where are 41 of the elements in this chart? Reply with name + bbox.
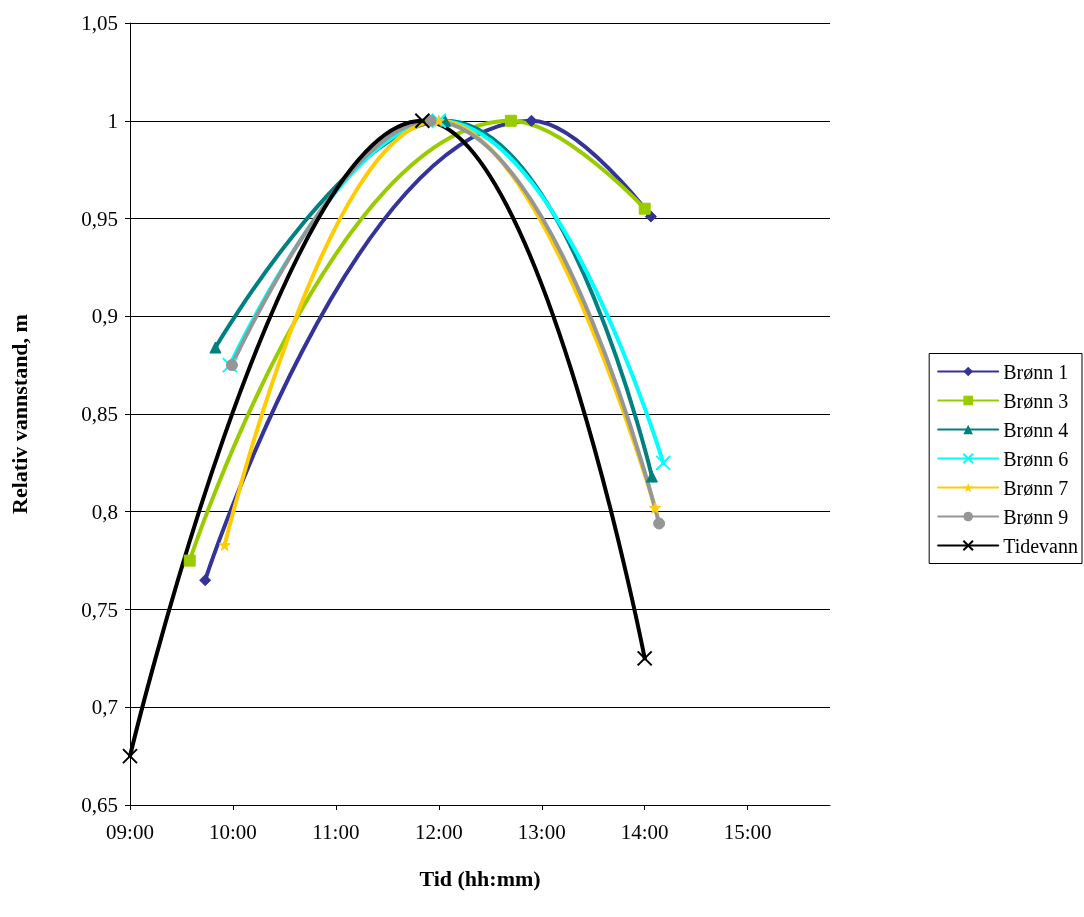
- x-tick-label: 11:00: [312, 819, 360, 844]
- x-axis-title: Tid (hh:mm): [419, 865, 541, 891]
- legend-label: Brønn 4: [1003, 418, 1069, 441]
- legend-label: Brønn 1: [1003, 360, 1069, 383]
- x-tick-label: 15:00: [723, 819, 772, 844]
- y-tick-label: 0,75: [81, 597, 118, 622]
- legend-label: Brønn 7: [1003, 476, 1069, 499]
- legend-label: Brønn 9: [1003, 505, 1069, 528]
- y-tick-label: 0,9: [91, 304, 118, 329]
- y-axis-title: Relativ vannstand, m: [6, 314, 32, 514]
- y-tick-label: 0,95: [81, 206, 118, 231]
- y-tick-label: 0,65: [81, 793, 118, 817]
- point: [504, 114, 517, 127]
- point: [638, 202, 651, 215]
- y-tick-label: 1,05: [81, 11, 118, 35]
- legend-label: Tidevann: [1003, 534, 1078, 557]
- x-tick-label: 09:00: [106, 819, 154, 844]
- x-tick-label: 13:00: [517, 819, 566, 844]
- x-tick-label: 12:00: [414, 819, 463, 844]
- x-tick-label: 14:00: [620, 819, 669, 844]
- legend-label: Brønn 3: [1003, 389, 1069, 412]
- point: [209, 341, 222, 354]
- point: [655, 454, 672, 471]
- point: [525, 114, 538, 127]
- point: [649, 501, 661, 514]
- legend-label: Brønn 6: [1003, 447, 1069, 470]
- point: [221, 357, 238, 374]
- point: [653, 517, 666, 530]
- point: [645, 470, 658, 483]
- point: [636, 650, 653, 667]
- point: [414, 112, 431, 129]
- point: [225, 359, 238, 372]
- y-tick-label: 0,85: [81, 402, 118, 426]
- point: [183, 554, 196, 567]
- x-tick-label: 10:00: [209, 819, 257, 844]
- point: [122, 748, 138, 765]
- y-tick-label: 1: [107, 108, 118, 133]
- point: [424, 114, 437, 127]
- point: [199, 574, 212, 587]
- y-tick-label: 0,8: [91, 499, 118, 524]
- y-tick-label: 0,7: [91, 695, 118, 720]
